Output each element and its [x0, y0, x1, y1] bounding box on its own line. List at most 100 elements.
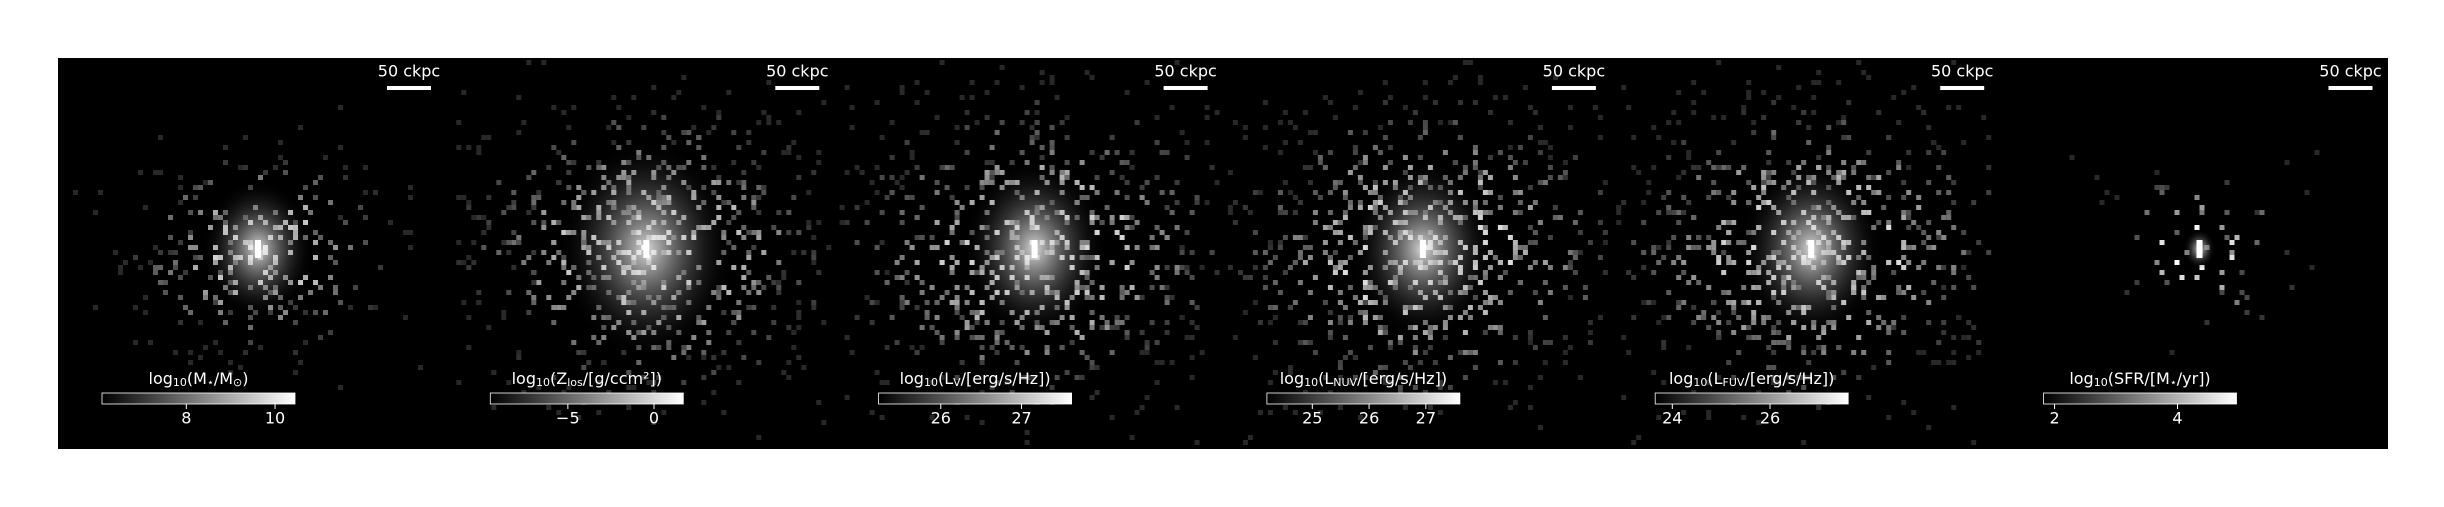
- colorbar: [101, 392, 296, 405]
- map-pixel: [1776, 65, 1782, 70]
- map-pixel: [1502, 380, 1508, 385]
- map-pixel: [1711, 165, 1717, 170]
- map-pixel: [566, 125, 572, 130]
- map-pixel: [1801, 345, 1807, 350]
- map-pixel: [1154, 245, 1160, 250]
- map-pixel: [1427, 345, 1433, 350]
- map-pixel: [1542, 360, 1548, 365]
- map-pixel: [1986, 190, 1992, 195]
- map-pixel: [801, 365, 807, 370]
- map-pixel: [1502, 225, 1508, 230]
- map-pixel: [1886, 135, 1892, 140]
- map-pixel: [2304, 190, 2310, 195]
- map-pixel: [756, 280, 762, 285]
- map-pixel: [93, 210, 98, 215]
- map-pixel: [879, 240, 885, 245]
- map-pixel: [1179, 265, 1185, 270]
- map-pixel: [1139, 195, 1145, 200]
- map-pixel: [1487, 155, 1493, 160]
- map-pixel: [1139, 350, 1145, 355]
- map-pixel: [1079, 335, 1085, 340]
- map-pixel: [1472, 150, 1478, 155]
- map-pixel: [1876, 325, 1882, 330]
- map-pixel: [516, 355, 522, 360]
- map-pixel: [1342, 210, 1348, 215]
- map-pixel: [791, 195, 797, 200]
- map-pixel: [1846, 135, 1852, 140]
- map-pixel: [984, 160, 990, 165]
- map-pixel: [1024, 430, 1030, 435]
- colorbar-tick-label: 8: [181, 409, 191, 428]
- map-pixel: [1811, 95, 1817, 100]
- map-pixel: [1064, 115, 1070, 120]
- map-pixel: [1272, 315, 1278, 320]
- map-pixel: [1302, 340, 1308, 345]
- map-pixel: [984, 175, 990, 180]
- map-pixel: [939, 375, 945, 380]
- map-pixel: [1547, 165, 1553, 170]
- map-pixel: [1891, 95, 1897, 100]
- map-pixel: [716, 175, 722, 180]
- map-pixel: [1024, 350, 1030, 355]
- map-pixel: [1911, 295, 1917, 300]
- map-pixel: [1761, 175, 1767, 180]
- map-pixel: [1342, 335, 1348, 340]
- map-pixel: [298, 195, 303, 200]
- map-pixel: [2114, 195, 2120, 200]
- map-pixel: [153, 245, 158, 250]
- map-pixel: [496, 250, 502, 255]
- map-pixel: [2099, 200, 2105, 205]
- map-pixel: [1352, 150, 1358, 155]
- map-pixel: [741, 355, 747, 360]
- map-pixel: [1357, 175, 1363, 180]
- map-pixel: [526, 175, 532, 180]
- map-pixel: [1332, 185, 1338, 190]
- map-pixel: [1806, 360, 1812, 365]
- map-pixel: [1307, 290, 1313, 295]
- map-pixel: [248, 340, 253, 345]
- map-pixel: [1941, 215, 1947, 220]
- colorbar-label: log10(SFR/[M⋆/yr]): [2069, 369, 2210, 390]
- map-pixel: [1721, 250, 1727, 255]
- map-pixel: [2154, 185, 2160, 190]
- map-pixel: [1557, 175, 1563, 180]
- map-pixel: [1661, 195, 1667, 200]
- map-pixel: [914, 350, 920, 355]
- map-pixel: [924, 130, 930, 135]
- map-pixel: [571, 160, 577, 165]
- map-pixel: [999, 330, 1005, 335]
- map-pixel: [1517, 280, 1523, 285]
- map-pixel: [1731, 260, 1737, 265]
- map-pixel: [358, 205, 363, 210]
- map-pixel: [1297, 255, 1303, 260]
- map-pixel: [1906, 285, 1912, 290]
- map-pixel: [1512, 255, 1518, 260]
- map-pixel: [586, 360, 592, 365]
- map-pixel: [581, 350, 587, 355]
- map-pixel: [173, 250, 178, 255]
- map-pixel: [1856, 375, 1862, 380]
- map-pixel: [1164, 235, 1170, 240]
- map-pixel: [556, 305, 562, 310]
- map-pixel: [1089, 150, 1095, 155]
- map-pixel: [671, 95, 677, 100]
- map-pixel: [471, 215, 477, 220]
- map-pixel: [726, 180, 732, 185]
- map-pixel: [511, 240, 517, 245]
- map-pixel: [1039, 145, 1045, 150]
- map-pixel: [1447, 385, 1453, 390]
- map-pixel: [1616, 205, 1622, 210]
- map-pixel: [1442, 150, 1448, 155]
- map-pixel: [1189, 300, 1195, 305]
- map-pixel: [806, 225, 812, 230]
- map-pixel: [1537, 300, 1543, 305]
- map-pixel: [934, 190, 940, 195]
- map-pixel: [1597, 135, 1603, 140]
- map-pixel: [1946, 360, 1952, 365]
- map-pixel: [1901, 315, 1907, 320]
- map-pixel: [746, 290, 752, 295]
- map-pixel: [1184, 140, 1190, 145]
- map-pixel: [994, 130, 1000, 135]
